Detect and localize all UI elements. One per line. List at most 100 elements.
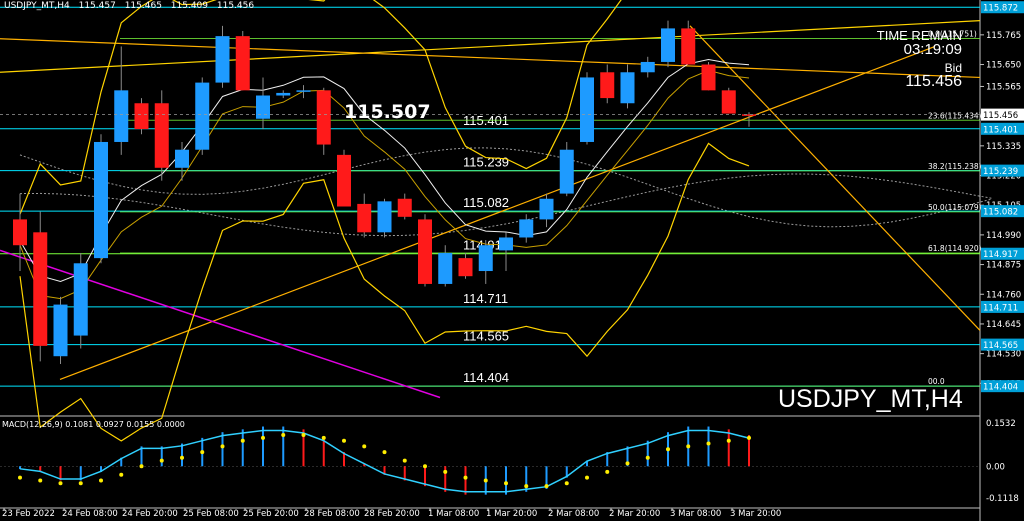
macd-signal-dot	[564, 481, 569, 486]
candle-body	[134, 103, 149, 130]
time-axis-label: 24 Feb 08:00	[62, 509, 118, 519]
trend-line	[0, 38, 981, 79]
macd-axis-label: 0.1532	[986, 419, 1016, 429]
candle-body	[195, 82, 210, 150]
fibonacci-level-label: 23.6(115.434)	[928, 111, 982, 120]
open-value: 115.457	[78, 1, 116, 11]
candle-body	[154, 103, 169, 168]
candle-body	[742, 114, 756, 116]
macd-signal-dot	[504, 481, 508, 486]
candle-body	[114, 90, 129, 142]
candle-body	[357, 203, 372, 233]
high-value: 115.465	[124, 1, 162, 11]
macd-signal-dot	[423, 464, 427, 469]
time-axis-label: 25 Feb 20:00	[243, 509, 299, 519]
highlight-price-label: 115.507	[344, 101, 431, 123]
candle-body	[519, 219, 534, 238]
macd-signal-dot	[443, 469, 448, 474]
macd-signal-dot	[524, 484, 529, 489]
candle-body	[661, 28, 675, 62]
trend-line	[0, 249, 441, 399]
price-level-tag	[981, 247, 1024, 260]
price-level-tag	[981, 300, 1024, 313]
macd-signal-dot	[666, 447, 670, 452]
price-axis-label: 114.760	[986, 290, 1021, 300]
macd-signal-dot	[119, 472, 124, 477]
trend-line	[0, 20, 981, 73]
price-level-tag	[981, 122, 1024, 135]
price-level-tag	[981, 164, 1024, 177]
macd-signal-dot	[220, 444, 225, 449]
bollinger-lower-band	[19, 142, 750, 442]
candle-body	[499, 237, 513, 251]
macd-signal-dot	[240, 438, 245, 443]
candle-body	[640, 61, 655, 73]
fibonacci-level-label: 50.0(115.079)	[928, 203, 982, 212]
macd-signal-dot	[645, 455, 650, 460]
candle-body	[316, 90, 331, 145]
price-level-tag	[981, 205, 1024, 218]
price-axis-label: 115.565	[986, 82, 1021, 92]
time-axis-label: 24 Feb 20:00	[122, 509, 178, 519]
bollinger-upper-band	[19, 0, 622, 215]
fibonacci-level-label: 00.0	[928, 377, 945, 386]
macd-signal-dot	[159, 458, 164, 463]
candle-body	[235, 36, 250, 91]
price-axis-label: 114.875	[986, 261, 1021, 271]
candle-body	[337, 154, 351, 207]
macd-signal-dot	[58, 481, 63, 486]
price-level-tag-label: 115.239	[983, 167, 1018, 177]
candle-body	[418, 219, 432, 284]
price-axis-label: 115.335	[986, 142, 1021, 152]
candle-body	[620, 72, 635, 104]
macd-signal-dot	[301, 433, 306, 438]
ichimoku-span-b	[19, 173, 993, 237]
price-axis-label: 114.530	[986, 350, 1021, 360]
fibonacci-level-label: 38.2(115.238)	[928, 162, 982, 171]
candle-body	[13, 219, 27, 246]
candle-body	[478, 245, 493, 272]
macd-signal-dot	[99, 478, 103, 483]
macd-signal-dot	[281, 433, 286, 438]
candle-body	[175, 149, 189, 168]
macd-signal-dot	[362, 444, 367, 449]
time-axis-label: 3 Mar 08:00	[670, 509, 721, 519]
time-axis-label: 23 Feb 2022	[2, 509, 55, 519]
price-level-tag-label: 115.082	[983, 208, 1018, 218]
candle-body	[215, 36, 230, 83]
candle-body	[94, 141, 108, 259]
candle-body	[580, 77, 594, 142]
candle-body	[458, 258, 473, 277]
time-axis-label: 25 Feb 08:00	[183, 509, 239, 519]
price-level-tag-label: 115.872	[983, 4, 1018, 14]
price-level-tag-label: 114.404	[983, 383, 1018, 393]
macd-signal-dot	[342, 438, 346, 443]
level-value-label: 115.082	[463, 195, 509, 210]
macd-signal-dot	[38, 478, 43, 483]
macd-signal-dot	[261, 435, 265, 440]
time-remain-label: TIME REMAIN	[876, 28, 962, 43]
time-axis-label: 2 Mar 20:00	[609, 509, 660, 519]
candle-body	[681, 28, 696, 65]
price-level-tag-label: 114.711	[983, 303, 1018, 313]
time-axis-label: 1 Mar 08:00	[428, 509, 479, 519]
time-axis-label: 28 Feb 08:00	[304, 509, 360, 519]
macd-signal-dot	[585, 475, 589, 480]
macd-main-line	[19, 429, 750, 493]
price-level-tag-label: 115.401	[983, 125, 1018, 135]
price-axis-label: 114.645	[986, 320, 1021, 330]
time-axis-label: 3 Mar 20:00	[730, 509, 781, 519]
price-level-tag-label: 114.917	[983, 250, 1018, 260]
level-value-label: 114.404	[463, 370, 509, 385]
candle-body	[438, 252, 453, 284]
level-value-label: 114.565	[463, 329, 509, 344]
macd-signal-dot	[463, 475, 468, 480]
time-axis-label: 28 Feb 20:00	[364, 509, 420, 519]
macd-axis-label: -0.1118	[986, 494, 1019, 504]
macd-signal-dot	[747, 435, 751, 440]
fibonacci-level-label: 61.8(114.920)	[928, 244, 982, 253]
time-axis-label: 2 Mar 08:00	[548, 509, 599, 519]
price-level-tag-label: 114.565	[983, 341, 1018, 351]
